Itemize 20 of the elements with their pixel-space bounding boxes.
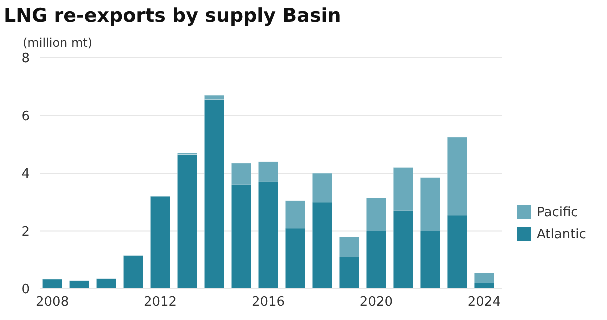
y-tick-label: 4 bbox=[22, 167, 30, 182]
y-axis-title: (million mt) bbox=[23, 36, 93, 50]
bar bbox=[150, 196, 171, 290]
x-tick-label: 2008 bbox=[36, 295, 70, 310]
x-tick-label: 2024 bbox=[468, 295, 501, 310]
bar bbox=[69, 280, 90, 290]
x-tick-label: 2020 bbox=[360, 295, 394, 310]
x-tick-label: 2016 bbox=[252, 295, 286, 310]
legend-label: Pacific bbox=[537, 206, 578, 221]
legend-label: Atlantic bbox=[537, 228, 586, 243]
y-tick-label: 6 bbox=[22, 109, 30, 124]
x-tick-label: 2012 bbox=[144, 295, 178, 310]
bar bbox=[42, 279, 63, 290]
bar bbox=[96, 278, 117, 290]
y-tick-label: 2 bbox=[22, 224, 30, 240]
y-tick-label: 0 bbox=[22, 282, 30, 298]
bar bbox=[123, 256, 144, 290]
chart-title: LNG re-exports by supply Basin bbox=[4, 5, 342, 27]
y-tick-label: 8 bbox=[22, 52, 30, 67]
bar bbox=[177, 154, 198, 290]
